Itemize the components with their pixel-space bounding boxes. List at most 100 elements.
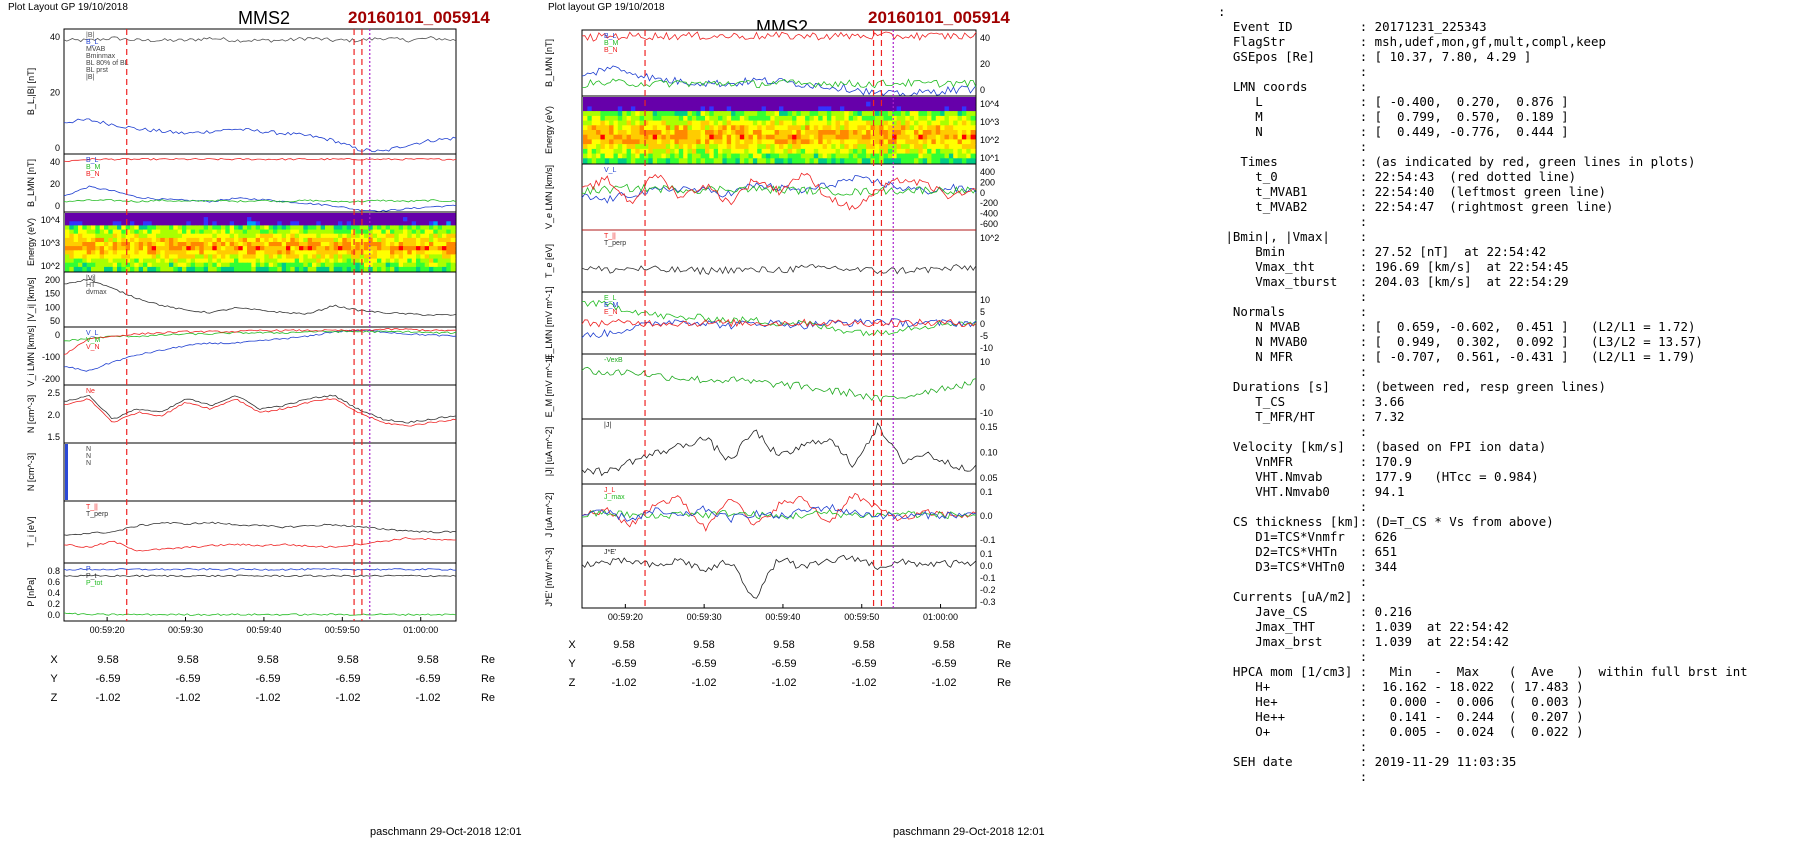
panel-2-cell [905,134,911,140]
panel-3-cell [147,242,153,247]
panel-3-cell [173,237,179,243]
panel-3-cell [121,221,127,226]
panel-2-cell [857,125,863,131]
panel-2-cell [713,144,719,150]
panel-8-tick-label: 0.0 [980,511,993,521]
panel-2-cell [726,153,732,159]
panel-1-legend-label: B_M [604,40,619,47]
panel-2-cell [735,134,741,140]
panel-2-cell [957,158,963,164]
panel-3-cell [429,242,434,247]
panel-3-cell [312,229,317,235]
panel-2-cell [731,106,737,112]
panel-3-cell [199,246,205,251]
panel-2-cell [809,130,815,136]
panel-2-cell [630,144,636,150]
panel-2-cell [678,158,684,164]
panel-2-cell [591,115,597,122]
panel-2-cell [744,148,750,155]
panel-2-cell [944,125,950,131]
panel-3-cell [329,217,335,222]
panel-3-cell [112,250,118,255]
panel-3-cell [398,237,404,243]
panel-6-legend-label: Ne [86,388,95,395]
panel-2-cell [735,130,741,136]
panel-2-cell [896,115,902,122]
panel-3-cell [69,262,75,268]
panel-3-cell [442,262,447,268]
panel-3-cell [437,242,443,247]
panel-3-cell [398,242,404,247]
panel-2-cell [935,97,941,103]
panel-3-cell [329,250,335,255]
panel-3-cell [368,246,374,251]
panel-3-cell [138,233,144,239]
panel-3-cell [134,258,140,264]
panel-2-cell [892,111,898,117]
panel-2-cell [813,130,819,136]
panel-3-cell [160,217,166,222]
panel-2-cell [709,148,715,155]
panel-2-cell [644,153,649,159]
panel-3-cell [182,233,187,239]
panel-3-cell [299,233,304,239]
panel-2-cell [722,106,728,112]
panel-3-cell [99,233,105,239]
panel-2-cell [883,106,889,112]
panel-3-cell [130,233,135,239]
panel-3-cell [398,213,404,218]
panel-3-cell [359,233,365,239]
panel-3-cell [407,258,413,264]
panel-3-cell [138,246,144,251]
panel-3-cell [398,254,404,260]
panel-3-cell [247,258,252,264]
panel-2-cell [657,144,662,150]
panel-2-cell [909,97,915,103]
panel-2-cell [874,144,880,150]
panel-3-cell [95,221,101,226]
panel-3-cell [234,221,239,226]
panel-2-cell [835,139,841,145]
panel-2-cell [705,153,710,159]
middle-event-time: 20160101_005914 [868,8,1010,27]
panel-2-cell [674,148,680,155]
panel-2-cell [813,101,819,107]
middle-plot-label: Plot layout GP 19/10/2018 [548,2,665,13]
panel-3-tick-label: -200 [980,198,998,208]
panel-3-cell [446,250,452,255]
panel-3-cell [234,246,239,251]
panel-3-cell [247,246,252,251]
panel-2-cell [914,130,919,136]
panel-3-cell [281,246,287,251]
panel-3-cell [208,258,213,264]
panel-3-cell [372,221,378,226]
panel-3-cell [316,225,322,231]
panel-2-cell [731,120,737,126]
x-tick-label: 01:00:00 [403,625,438,635]
orbit-row-y: Y -6.59 -6.59 -6.59 -6.59 -6.59 Re [50,672,496,685]
panel-3-cell [429,217,434,222]
panel-2-cell [818,111,824,117]
panel-2-cell [874,97,880,103]
panel-2-cell [735,101,741,107]
panel-3-cell [277,250,283,255]
panel-3-cell [242,258,248,264]
panel-3-cell [385,225,391,231]
panel-3-cell [117,221,122,226]
panel-2-cell [731,139,737,145]
panel-3-cell [255,254,261,260]
panel-2-cell [726,139,732,145]
panel-3-cell [242,237,248,243]
panel-3-cell [260,258,265,264]
panel-2-cell [630,111,636,117]
panel-2-cell [748,130,754,136]
panel-2-cell [966,101,972,107]
panel-2-cell [600,125,606,131]
panel-2-cell [630,115,636,122]
panel-3-cell [346,213,352,218]
panel-2-cell [922,130,928,136]
panel-3-cell [69,217,75,222]
panel-3-cell [286,217,291,222]
panel-2-cell [639,130,645,136]
panel-2-cell [674,111,680,117]
